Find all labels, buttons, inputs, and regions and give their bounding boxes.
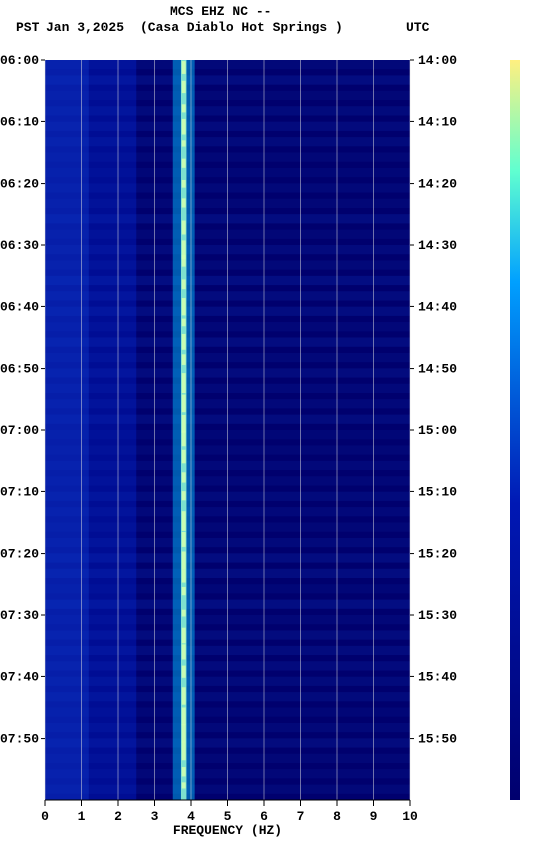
x-tick-label: 10 [402,809,418,824]
y-right-tick-label: 14:40 [418,299,457,314]
y-left-tick-label: 07:50 [0,732,39,747]
y-left-tick-label: 07:10 [0,484,39,499]
y-right-tick-label: 14:30 [418,238,457,253]
x-tick-label: 0 [41,809,49,824]
y-right-tick-label: 15:20 [418,547,457,562]
y-right-tick-label: 15:30 [418,608,457,623]
y-left-tick-label: 07:20 [0,547,39,562]
location-label: (Casa Diablo Hot Springs ) [140,20,343,35]
y-left-tick-label: 06:30 [0,238,39,253]
y-left-tick-label: 06:20 [0,177,39,192]
x-tick-label: 4 [187,809,195,824]
x-tick-label: 7 [297,809,305,824]
date-label: Jan 3,2025 [46,20,124,35]
y-right-tick-label: 14:10 [418,114,457,129]
spectrogram-chart: 0 1 2 3 4 5 6 7 8 9 10 FREQUENCY (HZ) 06:00 14:00 06:1… [0,0,552,864]
x-axis-label: FREQUENCY (HZ) [173,823,282,838]
station-line: MCS EHZ NC -- [170,4,271,19]
y-left-tick-label: 06:50 [0,362,39,377]
y-right-tick-label: 15:40 [418,669,457,684]
x-tick-label: 6 [260,809,268,824]
right-tz-label: UTC [406,20,429,35]
x-tick-label: 9 [370,809,378,824]
y-left-tick-label: 07:00 [0,423,39,438]
x-tick-label: 3 [151,809,159,824]
x-tick-label: 2 [114,809,122,824]
y-right-tick-label: 15:10 [418,484,457,499]
y-left-tick-label: 06:40 [0,299,39,314]
y-right-tick-label: 14:20 [418,177,457,192]
x-tick-label: 8 [333,809,341,824]
y-left-tick-label: 07:30 [0,608,39,623]
y-right-tick-label: 15:50 [418,732,457,747]
x-tick-label: 1 [78,809,86,824]
y-left-tick-label: 06:10 [0,114,39,129]
y-right-tick-label: 15:00 [418,423,457,438]
y-left-tick-label: 06:00 [0,53,39,68]
y-right-tick-label: 14:00 [418,53,457,68]
x-tick-label: 5 [224,809,232,824]
colorbar [510,60,520,800]
left-tz-label: PST [16,20,39,35]
y-right-tick-label: 14:50 [418,362,457,377]
page-root: MCS EHZ NC -- PST Jan 3,2025 (Casa Diabl… [0,0,552,864]
y-left-tick-label: 07:40 [0,669,39,684]
